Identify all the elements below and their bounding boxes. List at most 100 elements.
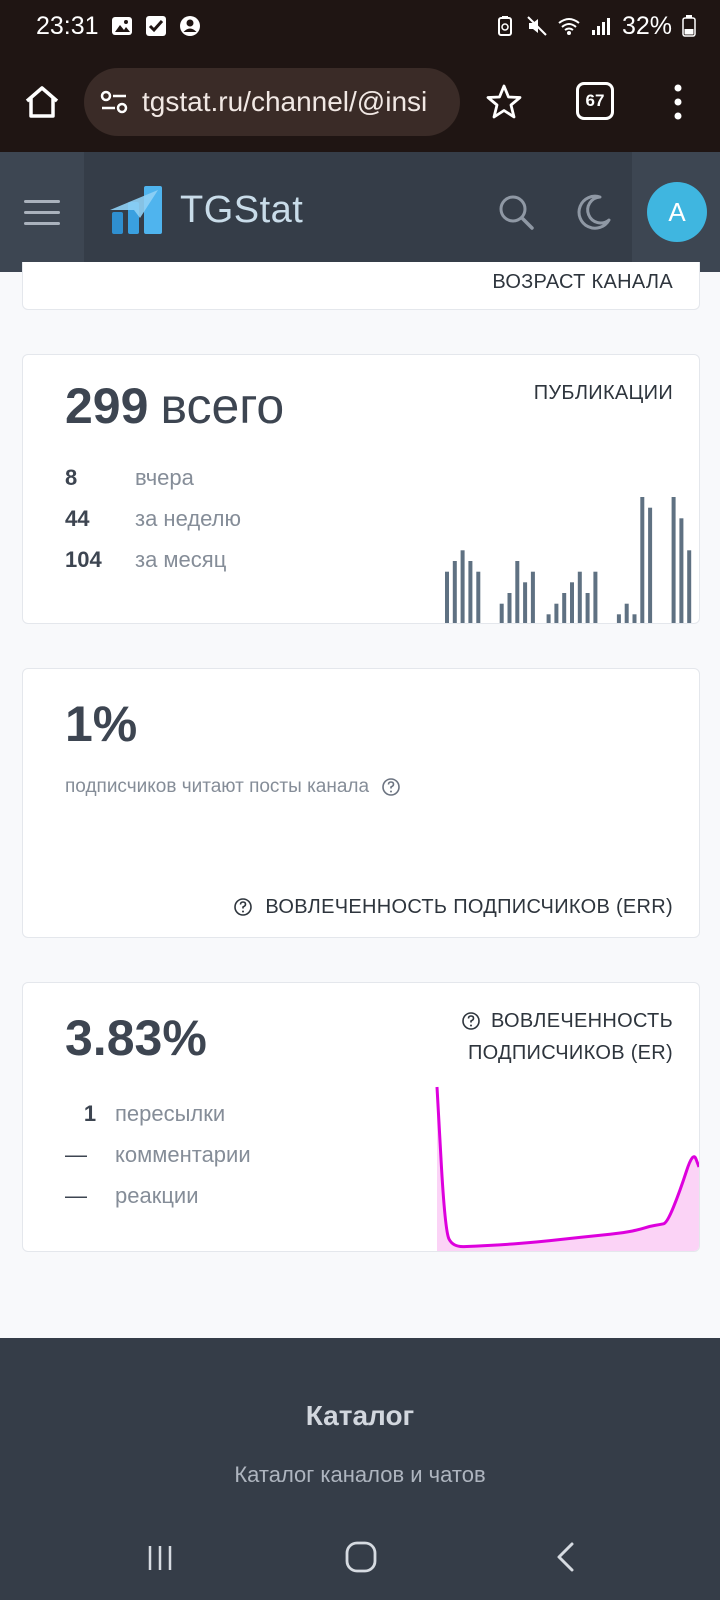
publications-bar xyxy=(507,593,512,623)
footer-catalog-link[interactable]: Каталог каналов и чатов xyxy=(234,1462,486,1487)
publications-bar xyxy=(523,582,528,623)
home-nav-icon[interactable] xyxy=(344,1540,378,1574)
publications-bar xyxy=(484,624,488,625)
err-subtitle-text: подписчиков читают посты канала xyxy=(65,776,370,797)
err-subtitle: подписчиков читают посты канала xyxy=(65,776,401,798)
more-options-icon[interactable] xyxy=(664,80,692,124)
home-icon xyxy=(25,86,59,118)
footer: Каталог Каталог каналов и чатов xyxy=(0,1338,720,1516)
err-card: 1% подписчиков читают посты канала ВОВЛЕ… xyxy=(22,668,700,938)
publications-bar-chart xyxy=(445,497,692,625)
publications-card: ПУБЛИКАЦИИ 299 всего 8 вчера 44 за неделю… xyxy=(22,354,700,624)
publications-bar xyxy=(460,550,465,623)
stat-value: — xyxy=(65,1142,87,1167)
er-area-fill xyxy=(437,1087,699,1251)
publications-bar xyxy=(656,624,660,625)
stat-label: за месяц xyxy=(135,547,227,572)
browser-toolbar: tgstat.ru/channel/@insi 67 xyxy=(0,52,720,152)
publications-bar xyxy=(492,624,496,625)
er-row-comments: — комментарии xyxy=(65,1142,251,1168)
stat-label: за неделю xyxy=(135,506,242,531)
help-question-icon[interactable] xyxy=(461,1011,481,1031)
stat-label: вчера xyxy=(135,465,194,490)
gallery-notification-icon xyxy=(111,17,132,35)
help-question-icon[interactable] xyxy=(381,777,401,797)
publications-label: ПУБЛИКАЦИИ xyxy=(533,382,673,404)
hamburger-icon xyxy=(24,199,60,203)
stat-value: 104 xyxy=(65,547,102,572)
publications-bar xyxy=(445,571,449,623)
help-question-icon[interactable] xyxy=(233,897,253,917)
recent-apps-icon[interactable] xyxy=(144,1542,176,1574)
publications-bar xyxy=(593,571,598,623)
publications-bar xyxy=(640,497,645,623)
publications-total-unit: всего xyxy=(160,378,285,434)
home-button[interactable] xyxy=(0,52,84,152)
avatar-container: A xyxy=(632,152,720,272)
err-value: 1% xyxy=(65,696,138,752)
er-row-reactions: — реакции xyxy=(65,1183,199,1209)
publications-bar xyxy=(452,561,457,623)
publications-row-month: 104 за месяц xyxy=(65,547,226,573)
channel-age-card: ВОЗРАСТ КАНАЛА xyxy=(22,262,700,310)
er-label: ВОВЛЕЧЕННОСТЬ ПОДПИСЧИКОВ (ER) xyxy=(461,1005,673,1069)
publications-bar xyxy=(476,571,481,623)
status-bar: 23:31 32% xyxy=(0,0,720,52)
er-area-chart xyxy=(435,1086,699,1251)
publications-bar xyxy=(671,497,676,623)
site-settings-icon xyxy=(100,90,128,114)
tab-switcher-button[interactable]: 67 xyxy=(576,82,614,120)
stat-label: пересылки xyxy=(115,1101,226,1126)
stat-value: — xyxy=(65,1183,87,1208)
battery-saver-icon xyxy=(497,16,512,36)
battery-icon xyxy=(682,15,696,37)
publications-bar xyxy=(546,614,551,623)
publications-bar xyxy=(515,561,520,623)
publications-total-value: 299 xyxy=(65,378,149,434)
stat-value: 44 xyxy=(65,506,90,531)
bookmark-star-icon[interactable] xyxy=(484,82,524,122)
address-bar[interactable]: tgstat.ru/channel/@insi xyxy=(84,68,460,136)
publications-bar xyxy=(664,624,668,625)
er-series-line xyxy=(435,1086,699,1249)
mute-icon xyxy=(527,16,547,36)
publications-bar xyxy=(530,571,535,623)
status-time: 23:31 xyxy=(36,11,99,40)
checkbox-notification-icon xyxy=(145,16,166,36)
publications-bar xyxy=(562,593,567,623)
er-value: 3.83% xyxy=(65,1010,207,1066)
dark-mode-moon-icon[interactable] xyxy=(574,192,614,232)
user-avatar[interactable]: A xyxy=(647,182,707,242)
stat-label: реакции xyxy=(115,1183,199,1208)
channel-age-label: ВОЗРАСТ КАНАЛА xyxy=(492,271,673,293)
publications-bar xyxy=(616,614,621,623)
hamburger-icon xyxy=(24,210,60,214)
publications-bar xyxy=(570,582,574,623)
tgstat-logo-icon xyxy=(110,186,162,234)
site-logo[interactable]: TGStat xyxy=(110,182,303,238)
search-icon[interactable] xyxy=(496,192,536,232)
publications-bar xyxy=(539,624,543,625)
footer-catalog-title[interactable]: Каталог xyxy=(305,1400,415,1431)
publications-bar xyxy=(632,614,637,623)
er-row-forwards: 1 пересылки xyxy=(65,1101,225,1127)
signal-icon xyxy=(591,18,610,35)
publications-bar xyxy=(554,603,559,623)
logo-text: TGStat xyxy=(180,188,304,231)
publications-bar xyxy=(468,561,473,623)
publications-bar xyxy=(585,593,590,623)
site-header: TGStat A xyxy=(0,152,720,272)
publications-bar xyxy=(499,603,504,623)
hamburger-menu-button[interactable] xyxy=(0,152,84,272)
system-nav-bar xyxy=(0,1516,720,1600)
publications-bar xyxy=(648,507,653,623)
back-nav-icon[interactable] xyxy=(552,1540,580,1574)
err-label-text: ВОВЛЕЧЕННОСТЬ ПОДПИСЧИКОВ (ERR) xyxy=(265,896,673,918)
publications-bar xyxy=(601,624,605,625)
stat-label: комментарии xyxy=(115,1142,251,1167)
publications-bar xyxy=(577,571,582,623)
publications-row-week: 44 за неделю xyxy=(65,506,241,532)
wifi-icon xyxy=(558,18,580,35)
publications-total: 299 всего xyxy=(65,377,284,435)
publications-bar xyxy=(679,518,684,623)
